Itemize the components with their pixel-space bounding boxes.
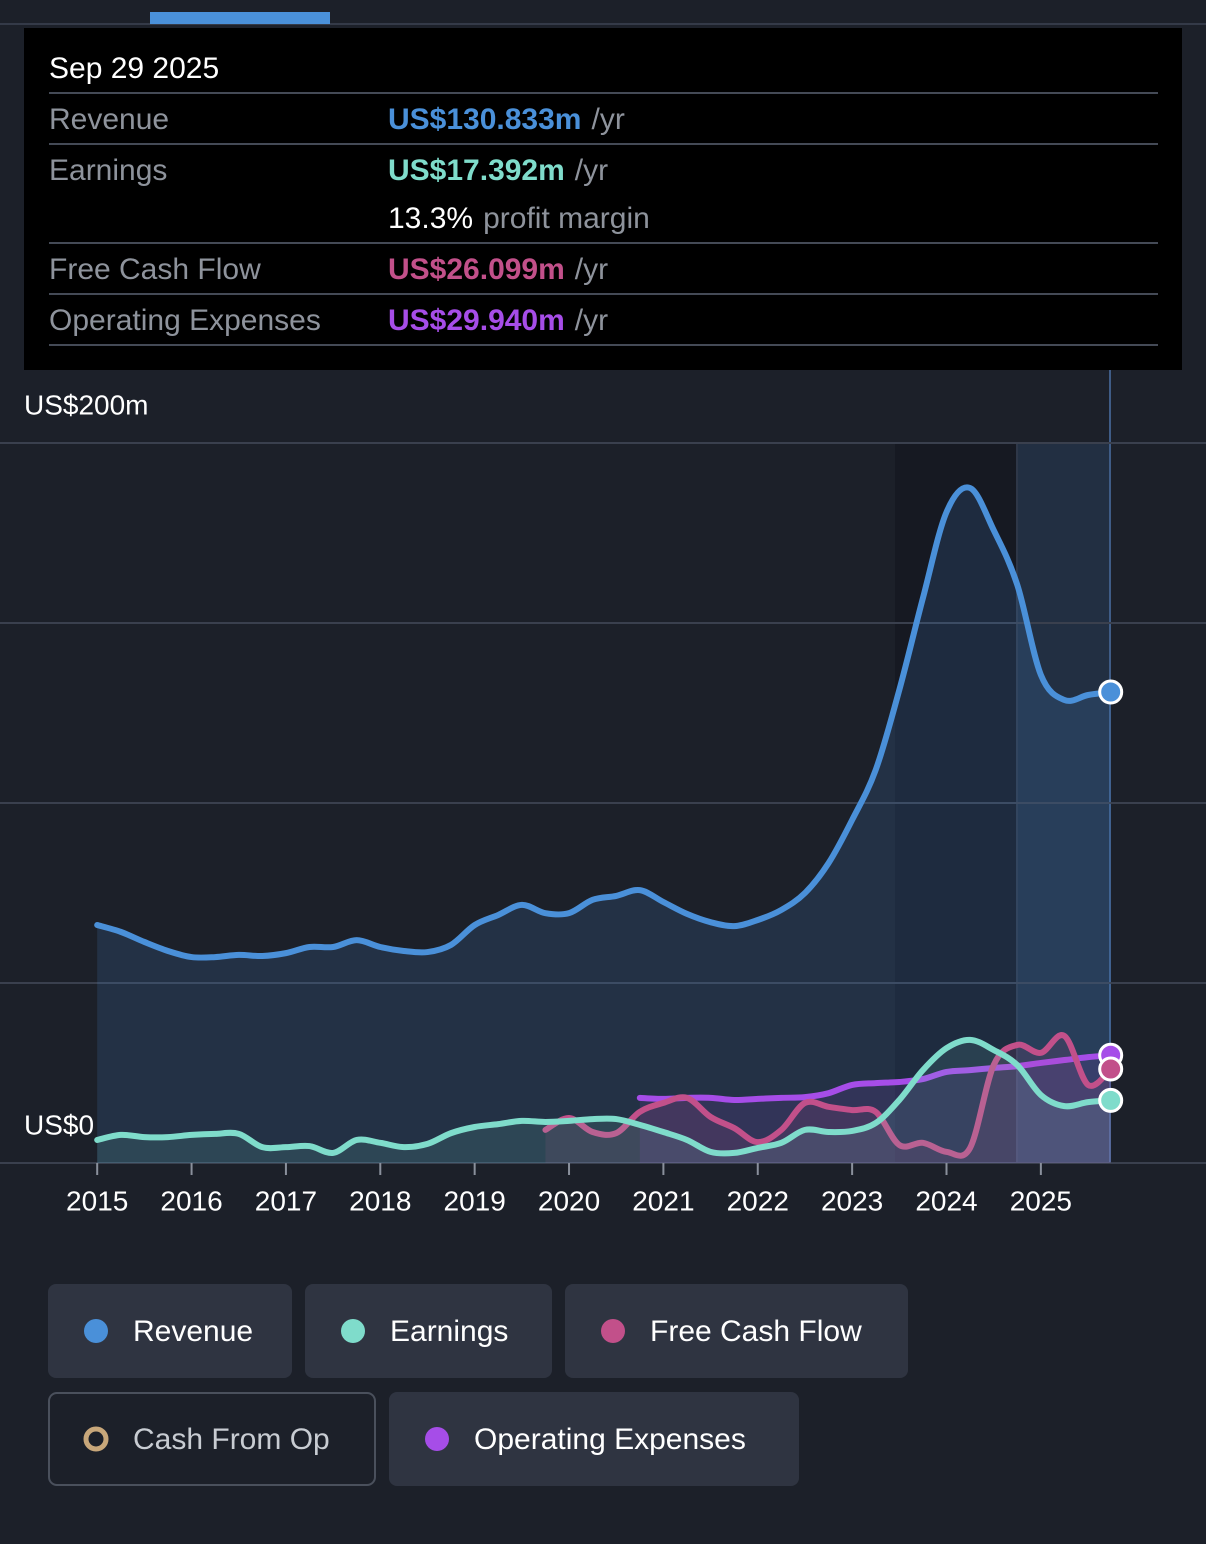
tooltip-amount: US$26.099m: [388, 253, 565, 286]
x-tick-label: 2021: [632, 1185, 694, 1216]
active-tab-indicator: [150, 12, 330, 24]
legend-item[interactable]: Cash From Op: [48, 1392, 376, 1486]
x-tick-label: 2018: [349, 1185, 411, 1216]
series-line: [94, 1036, 1114, 1157]
x-tick-label: 2020: [538, 1185, 600, 1216]
tooltip-amount: 13.3%: [388, 202, 473, 235]
legend-item[interactable]: Revenue: [48, 1284, 292, 1378]
series-area: [545, 1035, 1111, 1163]
tooltip-value: US$130.833m/yr: [388, 103, 625, 136]
legend-label: Cash From Op: [133, 1423, 330, 1456]
tooltip-label: Operating Expenses: [49, 304, 321, 337]
y-tick-label: US$200m: [24, 389, 149, 420]
tooltip-label: Earnings: [49, 154, 167, 187]
legend-swatch: [84, 1319, 108, 1343]
tooltip-box: [24, 28, 1182, 370]
legend-swatch: [601, 1319, 625, 1343]
x-tick-label: 2015: [66, 1185, 128, 1216]
x-tick-label: 2022: [727, 1185, 789, 1216]
tooltip-unit: /yr: [591, 103, 624, 136]
legend-label: Revenue: [133, 1315, 253, 1348]
series-line: [94, 484, 1114, 961]
end-point: [1098, 1056, 1124, 1082]
legend-swatch: [341, 1319, 365, 1343]
tooltip-date: Sep 29 2025: [49, 52, 219, 85]
tooltip-unit: profit margin: [483, 202, 650, 235]
plot: US$0 US$200m 2015 2016 2017 2018 2019 2020 2021 2…: [0, 389, 1206, 1216]
tooltip-value: US$26.099m/yr: [388, 253, 608, 286]
legend: Revenue Earnings Free Cash Flow Cash From O…: [48, 1284, 908, 1486]
legend-swatch: [425, 1427, 449, 1451]
tooltip-value: US$17.392m/yr: [388, 154, 608, 187]
tooltip-unit: /yr: [575, 253, 608, 286]
x-tick-label: 2025: [1010, 1185, 1072, 1216]
series-line: [542, 1032, 1114, 1159]
tooltip-unit: /yr: [575, 304, 608, 337]
x-tick-label: 2017: [255, 1185, 317, 1216]
x-tick-label: 2016: [160, 1185, 222, 1216]
legend-label: Free Cash Flow: [650, 1315, 862, 1348]
x-tick-label: 2019: [444, 1185, 506, 1216]
end-point: [1098, 1087, 1124, 1113]
legend-item[interactable]: Free Cash Flow: [565, 1284, 908, 1378]
tooltip-label: Free Cash Flow: [49, 253, 261, 286]
tooltip-amount: US$130.833m: [388, 103, 581, 136]
legend-label: Earnings: [390, 1315, 508, 1348]
legend-swatch: [83, 1426, 109, 1452]
y-tick-label: US$0: [24, 1109, 94, 1140]
end-point: [1098, 679, 1124, 705]
tooltip-amount: US$17.392m: [388, 154, 565, 187]
tooltip-value: US$29.940m/yr: [388, 304, 608, 337]
tooltip-amount: US$29.940m: [388, 304, 565, 337]
legend-button[interactable]: [305, 1284, 552, 1378]
tooltip-label: Revenue: [49, 103, 169, 136]
legend-button[interactable]: [48, 1284, 292, 1378]
legend-label: Operating Expenses: [474, 1423, 746, 1456]
series-line: [636, 1052, 1114, 1104]
legend-item[interactable]: Operating Expenses: [389, 1392, 799, 1486]
tooltip: Sep 29 2025 Revenue US$130.833m/yr Earnings…: [24, 28, 1182, 370]
legend-button[interactable]: [389, 1392, 799, 1486]
x-tick-label: 2023: [821, 1185, 883, 1216]
legend-item[interactable]: Earnings: [305, 1284, 552, 1378]
series-area: [97, 487, 1111, 1163]
legend-button[interactable]: [565, 1284, 908, 1378]
x-tick-label: 2024: [915, 1185, 977, 1216]
tooltip-unit: /yr: [575, 154, 608, 187]
tooltip-value: 13.3% profit margin: [388, 202, 650, 235]
legend-button[interactable]: [48, 1392, 376, 1486]
